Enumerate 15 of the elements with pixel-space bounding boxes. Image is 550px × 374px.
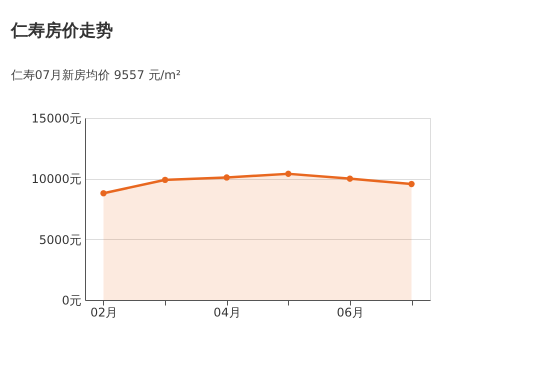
y-tick-label: 0元 bbox=[62, 294, 82, 308]
chart-subtitle: 仁寿07月新房均价 9557 元/m² bbox=[10, 68, 181, 82]
x-tick-label: 04月 bbox=[214, 306, 241, 320]
y-tick-label: 5000元 bbox=[38, 232, 82, 247]
y-tick-label: 15000元 bbox=[31, 112, 82, 126]
y-tick-label: 10000元 bbox=[31, 172, 82, 186]
point bbox=[100, 190, 107, 196]
x-tick-label: 02月 bbox=[90, 306, 118, 320]
point bbox=[162, 176, 168, 184]
x-tick-label: 06月 bbox=[336, 306, 364, 320]
point bbox=[285, 170, 292, 177]
point bbox=[224, 174, 230, 181]
point bbox=[346, 176, 354, 182]
point bbox=[408, 180, 415, 188]
chart-title: 仁寿房价走势 bbox=[10, 21, 113, 41]
